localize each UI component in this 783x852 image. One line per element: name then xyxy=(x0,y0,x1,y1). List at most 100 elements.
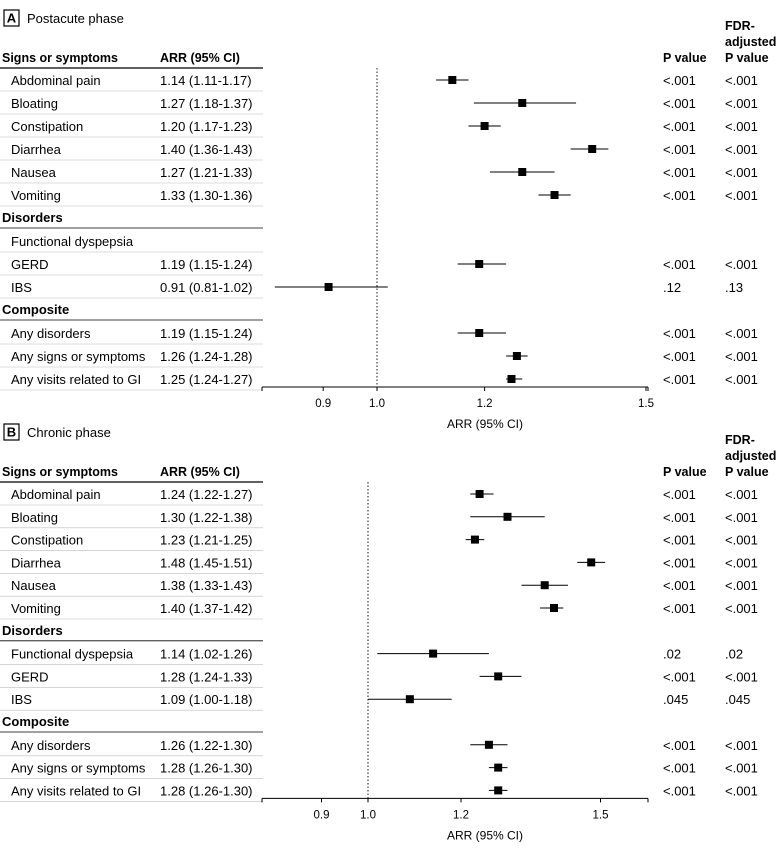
row-fdr-p-value: <.001 xyxy=(725,119,758,134)
point-estimate-marker xyxy=(470,535,479,544)
point-estimate-marker xyxy=(512,352,521,360)
point-estimate-marker xyxy=(484,740,493,749)
section-heading: Composite xyxy=(2,302,69,317)
row-label: GERD xyxy=(11,669,49,684)
row-arr-ci: 1.14 (1.02-1.26) xyxy=(160,647,253,662)
x-tick-label: 1.2 xyxy=(453,809,469,821)
row-fdr-p-value: <.001 xyxy=(725,372,758,387)
row-arr-ci: 1.14 (1.11-1.17) xyxy=(160,73,252,88)
point-estimate-marker xyxy=(429,649,438,658)
point-estimate-marker xyxy=(588,145,597,153)
row-label: Any visits related to GI xyxy=(11,372,141,387)
row-arr-ci: 1.33 (1.30-1.36) xyxy=(160,188,253,203)
point-estimate-marker xyxy=(550,191,559,199)
row-p-value: .045 xyxy=(663,692,688,707)
column-header-fdr-line1: FDR- xyxy=(725,19,755,33)
x-tick-label: 1.5 xyxy=(638,398,654,410)
row-label: Functional dyspepsia xyxy=(11,647,134,662)
panel-letter-box xyxy=(3,9,20,27)
row-arr-ci: 1.27 (1.18-1.37) xyxy=(160,96,253,111)
row-label: Any signs or symptoms xyxy=(11,761,146,776)
row-p-value: <.001 xyxy=(663,165,696,180)
row-label: Diarrhea xyxy=(11,555,62,570)
point-estimate-marker xyxy=(507,375,516,383)
row-arr-ci: 0.91 (0.81-1.02) xyxy=(160,280,253,295)
point-estimate-marker xyxy=(494,786,503,795)
row-fdr-p-value: <.001 xyxy=(725,188,758,203)
row-fdr-p-value: <.001 xyxy=(725,96,758,111)
point-estimate-marker xyxy=(480,122,489,130)
row-p-value: <.001 xyxy=(663,73,696,88)
row-fdr-p-value: .02 xyxy=(725,647,743,662)
row-label: Constipation xyxy=(11,533,83,548)
point-estimate-marker xyxy=(405,695,414,704)
row-fdr-p-value: <.001 xyxy=(725,142,758,157)
column-header-fdr-line1: FDR- xyxy=(725,433,755,447)
row-fdr-p-value: <.001 xyxy=(725,349,758,364)
point-estimate-marker xyxy=(503,512,512,521)
row-fdr-p-value: <.001 xyxy=(725,669,758,684)
row-arr-ci: 1.38 (1.33-1.43) xyxy=(160,578,253,593)
row-fdr-p-value: <.001 xyxy=(725,601,758,616)
point-estimate-marker xyxy=(587,558,596,567)
row-label: Any disorders xyxy=(11,326,91,341)
section-heading: Composite xyxy=(2,714,69,729)
row-arr-ci: 1.26 (1.22-1.30) xyxy=(160,738,253,753)
row-fdr-p-value: <.001 xyxy=(725,555,758,570)
panel-letter: B xyxy=(7,425,16,440)
column-header-p-value: P value xyxy=(663,465,707,479)
point-estimate-marker xyxy=(494,672,503,681)
row-fdr-p-value: <.001 xyxy=(725,783,758,798)
row-label: IBS xyxy=(11,280,32,295)
row-p-value: <.001 xyxy=(663,257,696,272)
column-header-fdr-line2: adjusted xyxy=(725,449,776,463)
x-axis-label: ARR (95% CI) xyxy=(447,828,523,842)
row-fdr-p-value: <.001 xyxy=(725,578,758,593)
row-p-value: <.001 xyxy=(663,555,696,570)
row-p-value: <.001 xyxy=(663,119,696,134)
section-heading: Disorders xyxy=(2,623,63,638)
row-arr-ci: 1.40 (1.37-1.42) xyxy=(160,601,253,616)
point-estimate-marker xyxy=(518,99,527,107)
row-fdr-p-value: <.001 xyxy=(725,73,758,88)
row-label: Abdominal pain xyxy=(11,487,101,502)
x-axis-label: ARR (95% CI) xyxy=(447,417,523,431)
row-fdr-p-value: <.001 xyxy=(725,257,758,272)
x-tick-label: 0.9 xyxy=(314,809,330,821)
row-p-value: <.001 xyxy=(663,783,696,798)
column-header-p-value: P value xyxy=(663,51,707,65)
row-arr-ci: 1.28 (1.26-1.30) xyxy=(160,761,253,776)
x-tick-label: 1.2 xyxy=(477,398,493,410)
point-estimate-marker xyxy=(475,490,484,498)
row-fdr-p-value: .045 xyxy=(725,692,750,707)
row-label: Diarrhea xyxy=(11,142,62,157)
row-label: Functional dyspepsia xyxy=(11,234,134,249)
row-arr-ci: 1.20 (1.17-1.23) xyxy=(160,119,253,134)
column-header-fdr-line3: P value xyxy=(725,465,769,479)
row-label: Abdominal pain xyxy=(11,73,101,88)
row-fdr-p-value: <.001 xyxy=(725,510,758,525)
row-p-value: <.001 xyxy=(663,487,696,502)
row-label: Bloating xyxy=(11,96,58,111)
row-arr-ci: 1.30 (1.22-1.38) xyxy=(160,510,253,525)
row-p-value: .02 xyxy=(663,647,681,662)
point-estimate-marker xyxy=(475,260,484,268)
row-fdr-p-value: <.001 xyxy=(725,165,758,180)
row-fdr-p-value: .13 xyxy=(725,280,743,295)
x-tick-label: 1.0 xyxy=(369,398,385,410)
row-p-value: <.001 xyxy=(663,669,696,684)
row-label: Vomiting xyxy=(11,601,61,616)
x-tick-label: 1.5 xyxy=(593,809,609,821)
row-fdr-p-value: <.001 xyxy=(725,533,758,548)
row-arr-ci: 1.25 (1.24-1.27) xyxy=(160,372,253,387)
row-fdr-p-value: <.001 xyxy=(725,738,758,753)
row-p-value: <.001 xyxy=(663,142,696,157)
row-p-value: <.001 xyxy=(663,601,696,616)
point-estimate-marker xyxy=(475,329,484,337)
row-arr-ci: 1.23 (1.21-1.25) xyxy=(160,533,253,548)
row-arr-ci: 1.27 (1.21-1.33) xyxy=(160,165,253,180)
column-header-label: Signs or symptoms xyxy=(2,51,118,65)
panel-letter: A xyxy=(7,11,17,26)
row-label: Vomiting xyxy=(11,188,61,203)
